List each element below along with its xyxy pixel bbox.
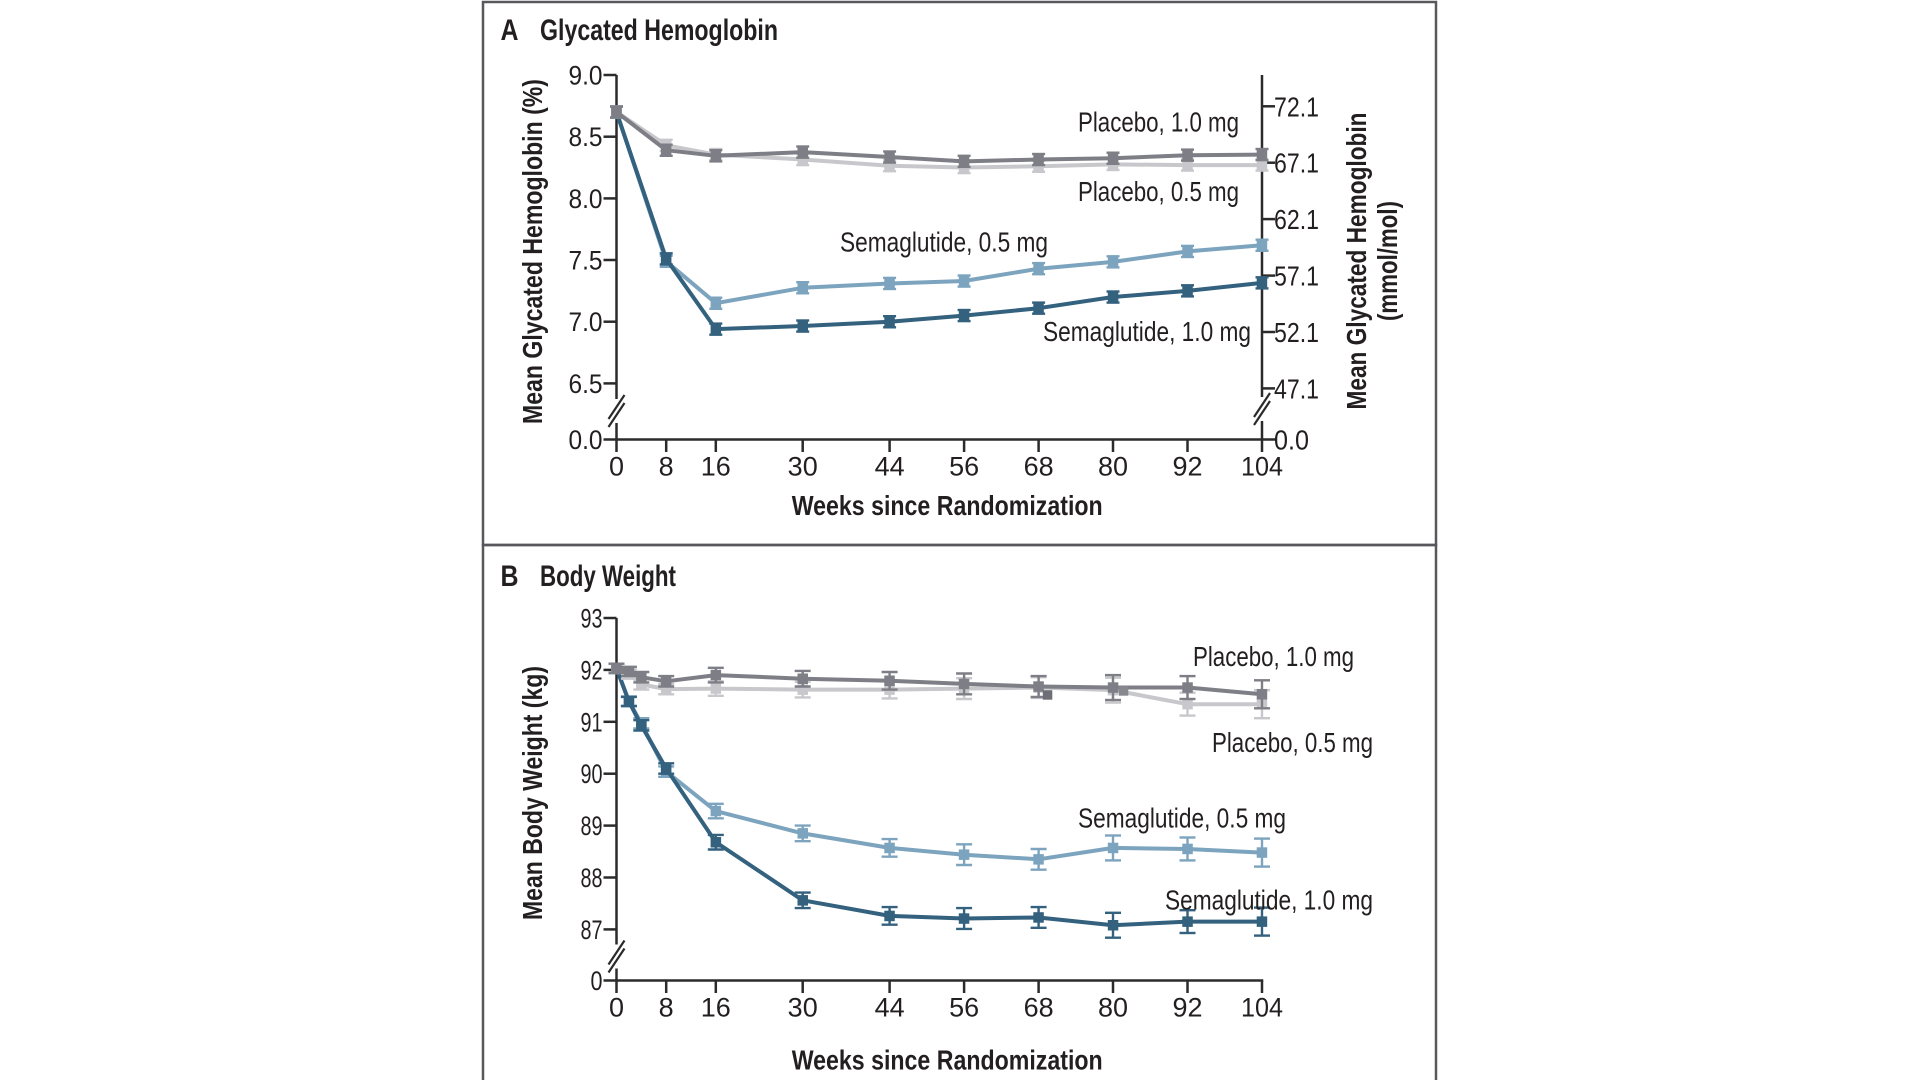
svg-text:92: 92 — [1172, 452, 1202, 482]
svg-text:30: 30 — [788, 993, 818, 1023]
svg-text:92: 92 — [581, 655, 603, 685]
svg-text:Mean Glycated Hemoglobin (%): Mean Glycated Hemoglobin (%) — [517, 79, 548, 424]
svg-text:8: 8 — [659, 452, 674, 482]
svg-text:7.0: 7.0 — [569, 307, 603, 337]
svg-text:8: 8 — [659, 993, 674, 1023]
svg-text:16: 16 — [701, 452, 731, 482]
svg-text:B: B — [501, 560, 519, 593]
svg-text:Glycated Hemoglobin: Glycated Hemoglobin — [540, 14, 778, 47]
svg-text:Semaglutide, 0.5 mg: Semaglutide, 0.5 mg — [1078, 803, 1286, 834]
svg-text:Placebo, 0.5 mg: Placebo, 0.5 mg — [1078, 176, 1239, 207]
svg-text:92: 92 — [1172, 993, 1202, 1023]
svg-text:0: 0 — [609, 993, 624, 1023]
svg-text:Mean Glycated Hemoglobin: Mean Glycated Hemoglobin — [1341, 113, 1372, 410]
svg-text:Semaglutide, 1.0 mg: Semaglutide, 1.0 mg — [1043, 316, 1251, 347]
svg-text:Weeks since Randomization: Weeks since Randomization — [792, 490, 1103, 521]
svg-text:57.1: 57.1 — [1274, 261, 1319, 292]
svg-text:47.1: 47.1 — [1274, 373, 1319, 404]
svg-text:0.0: 0.0 — [1274, 425, 1309, 456]
svg-text:67.1: 67.1 — [1274, 148, 1319, 179]
svg-text:0.0: 0.0 — [569, 425, 603, 455]
svg-text:88: 88 — [581, 863, 603, 893]
svg-text:0: 0 — [609, 452, 624, 482]
svg-text:8.5: 8.5 — [569, 122, 603, 152]
svg-text:Placebo, 1.0 mg: Placebo, 1.0 mg — [1193, 641, 1354, 672]
svg-text:6.5: 6.5 — [569, 369, 603, 399]
svg-text:Placebo, 0.5 mg: Placebo, 0.5 mg — [1212, 727, 1373, 758]
svg-text:Weeks since Randomization: Weeks since Randomization — [792, 1045, 1103, 1076]
svg-text:62.1: 62.1 — [1274, 204, 1319, 235]
svg-text:Mean Body Weight (kg): Mean Body Weight (kg) — [517, 666, 548, 920]
svg-text:104: 104 — [1241, 452, 1283, 482]
svg-text:9.0: 9.0 — [569, 61, 603, 91]
svg-text:Body Weight: Body Weight — [540, 560, 676, 593]
svg-text:30: 30 — [788, 452, 818, 482]
svg-text:56: 56 — [949, 993, 979, 1023]
svg-text:93: 93 — [581, 604, 603, 634]
svg-text:0: 0 — [591, 966, 603, 996]
svg-text:(mmol/mol): (mmol/mol) — [1372, 201, 1403, 321]
svg-text:Semaglutide, 0.5 mg: Semaglutide, 0.5 mg — [840, 227, 1048, 258]
svg-text:7.5: 7.5 — [569, 246, 603, 276]
svg-text:68: 68 — [1024, 452, 1054, 482]
svg-text:80: 80 — [1098, 993, 1128, 1023]
svg-text:44: 44 — [875, 993, 905, 1023]
svg-text:52.1: 52.1 — [1274, 317, 1319, 348]
svg-text:A: A — [501, 14, 519, 47]
svg-text:91: 91 — [581, 707, 603, 737]
svg-text:90: 90 — [581, 759, 603, 789]
svg-text:72.1: 72.1 — [1274, 91, 1319, 122]
svg-text:87: 87 — [581, 915, 603, 945]
svg-text:44: 44 — [875, 452, 905, 482]
svg-text:68: 68 — [1024, 993, 1054, 1023]
svg-text:56: 56 — [949, 452, 979, 482]
svg-text:89: 89 — [581, 811, 603, 841]
svg-text:8.0: 8.0 — [569, 184, 603, 214]
svg-text:Semaglutide, 1.0 mg: Semaglutide, 1.0 mg — [1165, 885, 1373, 916]
svg-text:16: 16 — [701, 993, 731, 1023]
svg-text:80: 80 — [1098, 452, 1128, 482]
svg-text:Placebo, 1.0 mg: Placebo, 1.0 mg — [1078, 107, 1239, 138]
svg-text:104: 104 — [1241, 993, 1283, 1023]
